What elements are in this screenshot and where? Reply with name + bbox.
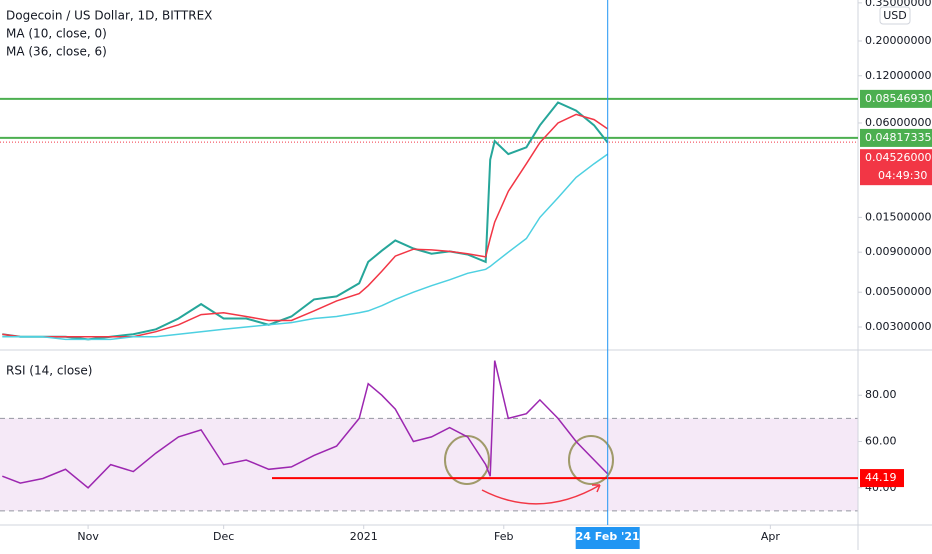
y-tick-label: 0.00300000 (865, 320, 931, 333)
x-tick-label: Feb (494, 530, 513, 543)
price-label-box (860, 149, 932, 186)
rsi-band (0, 418, 858, 511)
price-label: 0.08546930 (865, 92, 931, 105)
series-line (2, 153, 609, 341)
price-label: 0.04817335 (865, 131, 931, 144)
series-line (2, 360, 609, 489)
countdown: 04:49:30 (878, 169, 927, 182)
y2-tick-label: 60.00 (865, 435, 897, 448)
y-tick-label: 0.00900000 (865, 245, 931, 258)
crosshair-label-box (575, 527, 640, 549)
annotation-arrow (481, 484, 601, 505)
y-tick-label: 0.20000000 (865, 34, 931, 47)
price-label-box (860, 128, 932, 147)
price-label: 0.04526000 (865, 151, 931, 164)
x-tick-label: Apr (761, 530, 781, 543)
price-label-box (860, 89, 932, 108)
indicator-label: MA (10, close, 0) (6, 27, 107, 41)
x-tick-label: Nov (77, 530, 99, 543)
annotation-ellipse (568, 435, 614, 485)
x-tick-label: Dec (213, 530, 234, 543)
y2-tick-label: 80.00 (865, 388, 897, 401)
y-tick-label: 0.01500000 (865, 210, 931, 223)
chart-title: Dogecoin / US Dollar, 1D, BITTREX (6, 9, 212, 23)
level-label-box (860, 469, 904, 488)
y-tick-label: 0.12000000 (865, 69, 931, 82)
currency: USD (883, 9, 907, 22)
y-tick-label: 0.06000000 (865, 116, 931, 129)
y-tick-label: 0.00500000 (865, 285, 931, 298)
series-line (2, 101, 609, 341)
indicator-label: MA (36, close, 6) (6, 45, 107, 59)
x-tick-label: 2021 (350, 530, 378, 543)
rsi-label: RSI (14, close) (6, 364, 92, 378)
arrow-head (592, 484, 601, 493)
series-line (2, 113, 609, 338)
crosshair-label: 24 Feb '21 (576, 530, 640, 543)
y-tick-label: 0.35000000 (865, 0, 931, 9)
currency-badge[interactable] (879, 6, 911, 25)
level-label: 44.19 (865, 471, 897, 484)
